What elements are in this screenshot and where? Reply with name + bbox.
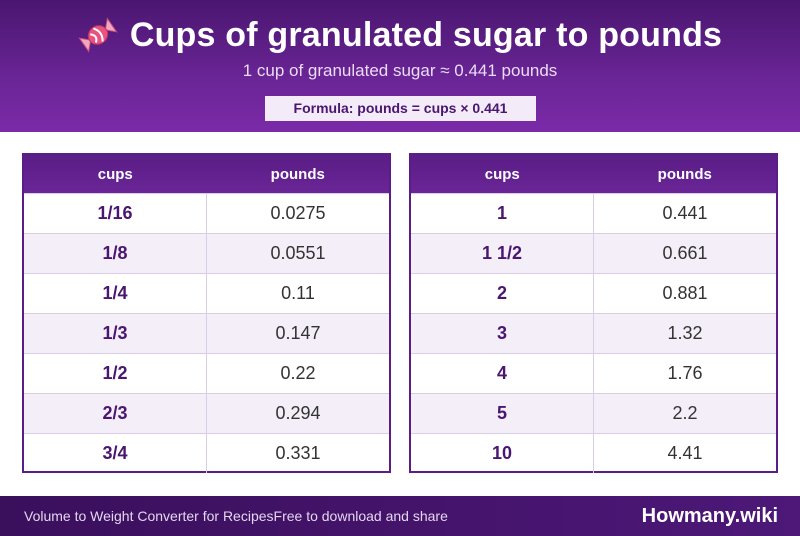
- cups-cell: 1/4: [24, 274, 207, 313]
- pounds-cell: 1.76: [667, 363, 703, 383]
- cups-cell: 3/4: [24, 434, 207, 473]
- table-row: 3/4 0.331: [24, 433, 389, 473]
- column-header-cups: cups: [484, 165, 520, 183]
- subtitle: 1 cup of granulated sugar ≈ 0.441 pounds: [242, 61, 558, 80]
- pounds-cell: 0.0551: [270, 243, 326, 263]
- footer-share-text: Free to download and share: [273, 508, 448, 524]
- pounds-cell: 0.331: [275, 443, 321, 463]
- table-row: 10 4.41: [411, 433, 776, 473]
- table-row: 2 0.881: [411, 273, 776, 313]
- cups-cell: 2/3: [24, 394, 207, 433]
- pounds-cell: 0.147: [275, 323, 321, 343]
- pounds-cell: 0.22: [280, 363, 316, 383]
- table-header: cups pounds: [411, 155, 776, 193]
- column-header-pounds: pounds: [270, 165, 325, 183]
- table-row: 4 1.76: [411, 353, 776, 393]
- table-row: 5 2.2: [411, 393, 776, 433]
- table-row: 3 1.32: [411, 313, 776, 353]
- pounds-cell: 0.441: [662, 203, 708, 223]
- cups-cell: 1/8: [24, 234, 207, 273]
- table-row: 1/16 0.0275: [24, 193, 389, 233]
- table-row: 1 0.441: [411, 193, 776, 233]
- cups-cell: 1 1/2: [411, 234, 594, 273]
- footer-bar: Volume to Weight Converter for RecipesFr…: [0, 496, 800, 536]
- footer-converter-text: Volume to Weight Converter for Recipes: [24, 508, 274, 524]
- table-header: cups pounds: [24, 155, 389, 193]
- pounds-cell: 4.41: [667, 443, 703, 463]
- table-row: 2/3 0.294: [24, 393, 389, 433]
- cups-cell: 2: [411, 274, 594, 313]
- cups-cell: 1/16: [24, 194, 207, 233]
- table-row: 1 1/2 0.661: [411, 233, 776, 273]
- pounds-cell: 2.2: [672, 403, 698, 423]
- column-header-pounds: pounds: [657, 165, 712, 183]
- cups-cell: 3: [411, 314, 594, 353]
- cups-cell: 1/3: [24, 314, 207, 353]
- table-row: 1/4 0.11: [24, 273, 389, 313]
- pounds-cell: 0.11: [281, 283, 315, 303]
- footer-caption: Volume to Weight Converter for RecipesFr…: [24, 496, 448, 536]
- cups-cell: 5: [411, 394, 594, 433]
- page-title: Cups of granulated sugar to pounds: [129, 15, 723, 54]
- pounds-cell: 0.294: [275, 403, 321, 423]
- pounds-cell: 0.0275: [270, 203, 326, 223]
- cups-cell: 1/2: [24, 354, 207, 393]
- cups-cell: 1: [411, 194, 594, 233]
- table-row: 1/3 0.147: [24, 313, 389, 353]
- pounds-cell: 0.881: [662, 283, 708, 303]
- formula-box: Formula: pounds = cups × 0.441: [265, 96, 536, 121]
- candy-icon: [78, 15, 118, 55]
- cups-cell: 10: [411, 434, 594, 473]
- table-row: 1/8 0.0551: [24, 233, 389, 273]
- cups-cell: 4: [411, 354, 594, 393]
- pounds-cell: 0.661: [662, 243, 708, 263]
- table-row: 1/2 0.22: [24, 353, 389, 393]
- conversion-table-left: cups pounds 1/16 0.0275 1/8 0.0551 1/4 0…: [22, 153, 391, 473]
- brand-logo-text[interactable]: Howmany.wiki: [641, 505, 778, 527]
- title-row: Cups of granulated sugar to pounds: [0, 14, 800, 56]
- header-banner: Cups of granulated sugar to pounds 1 cup…: [0, 0, 800, 132]
- column-header-cups: cups: [97, 165, 133, 183]
- pounds-cell: 1.32: [667, 323, 703, 343]
- conversion-table-right: cups pounds 1 0.441 1 1/2 0.661 2 0.881 …: [409, 153, 778, 473]
